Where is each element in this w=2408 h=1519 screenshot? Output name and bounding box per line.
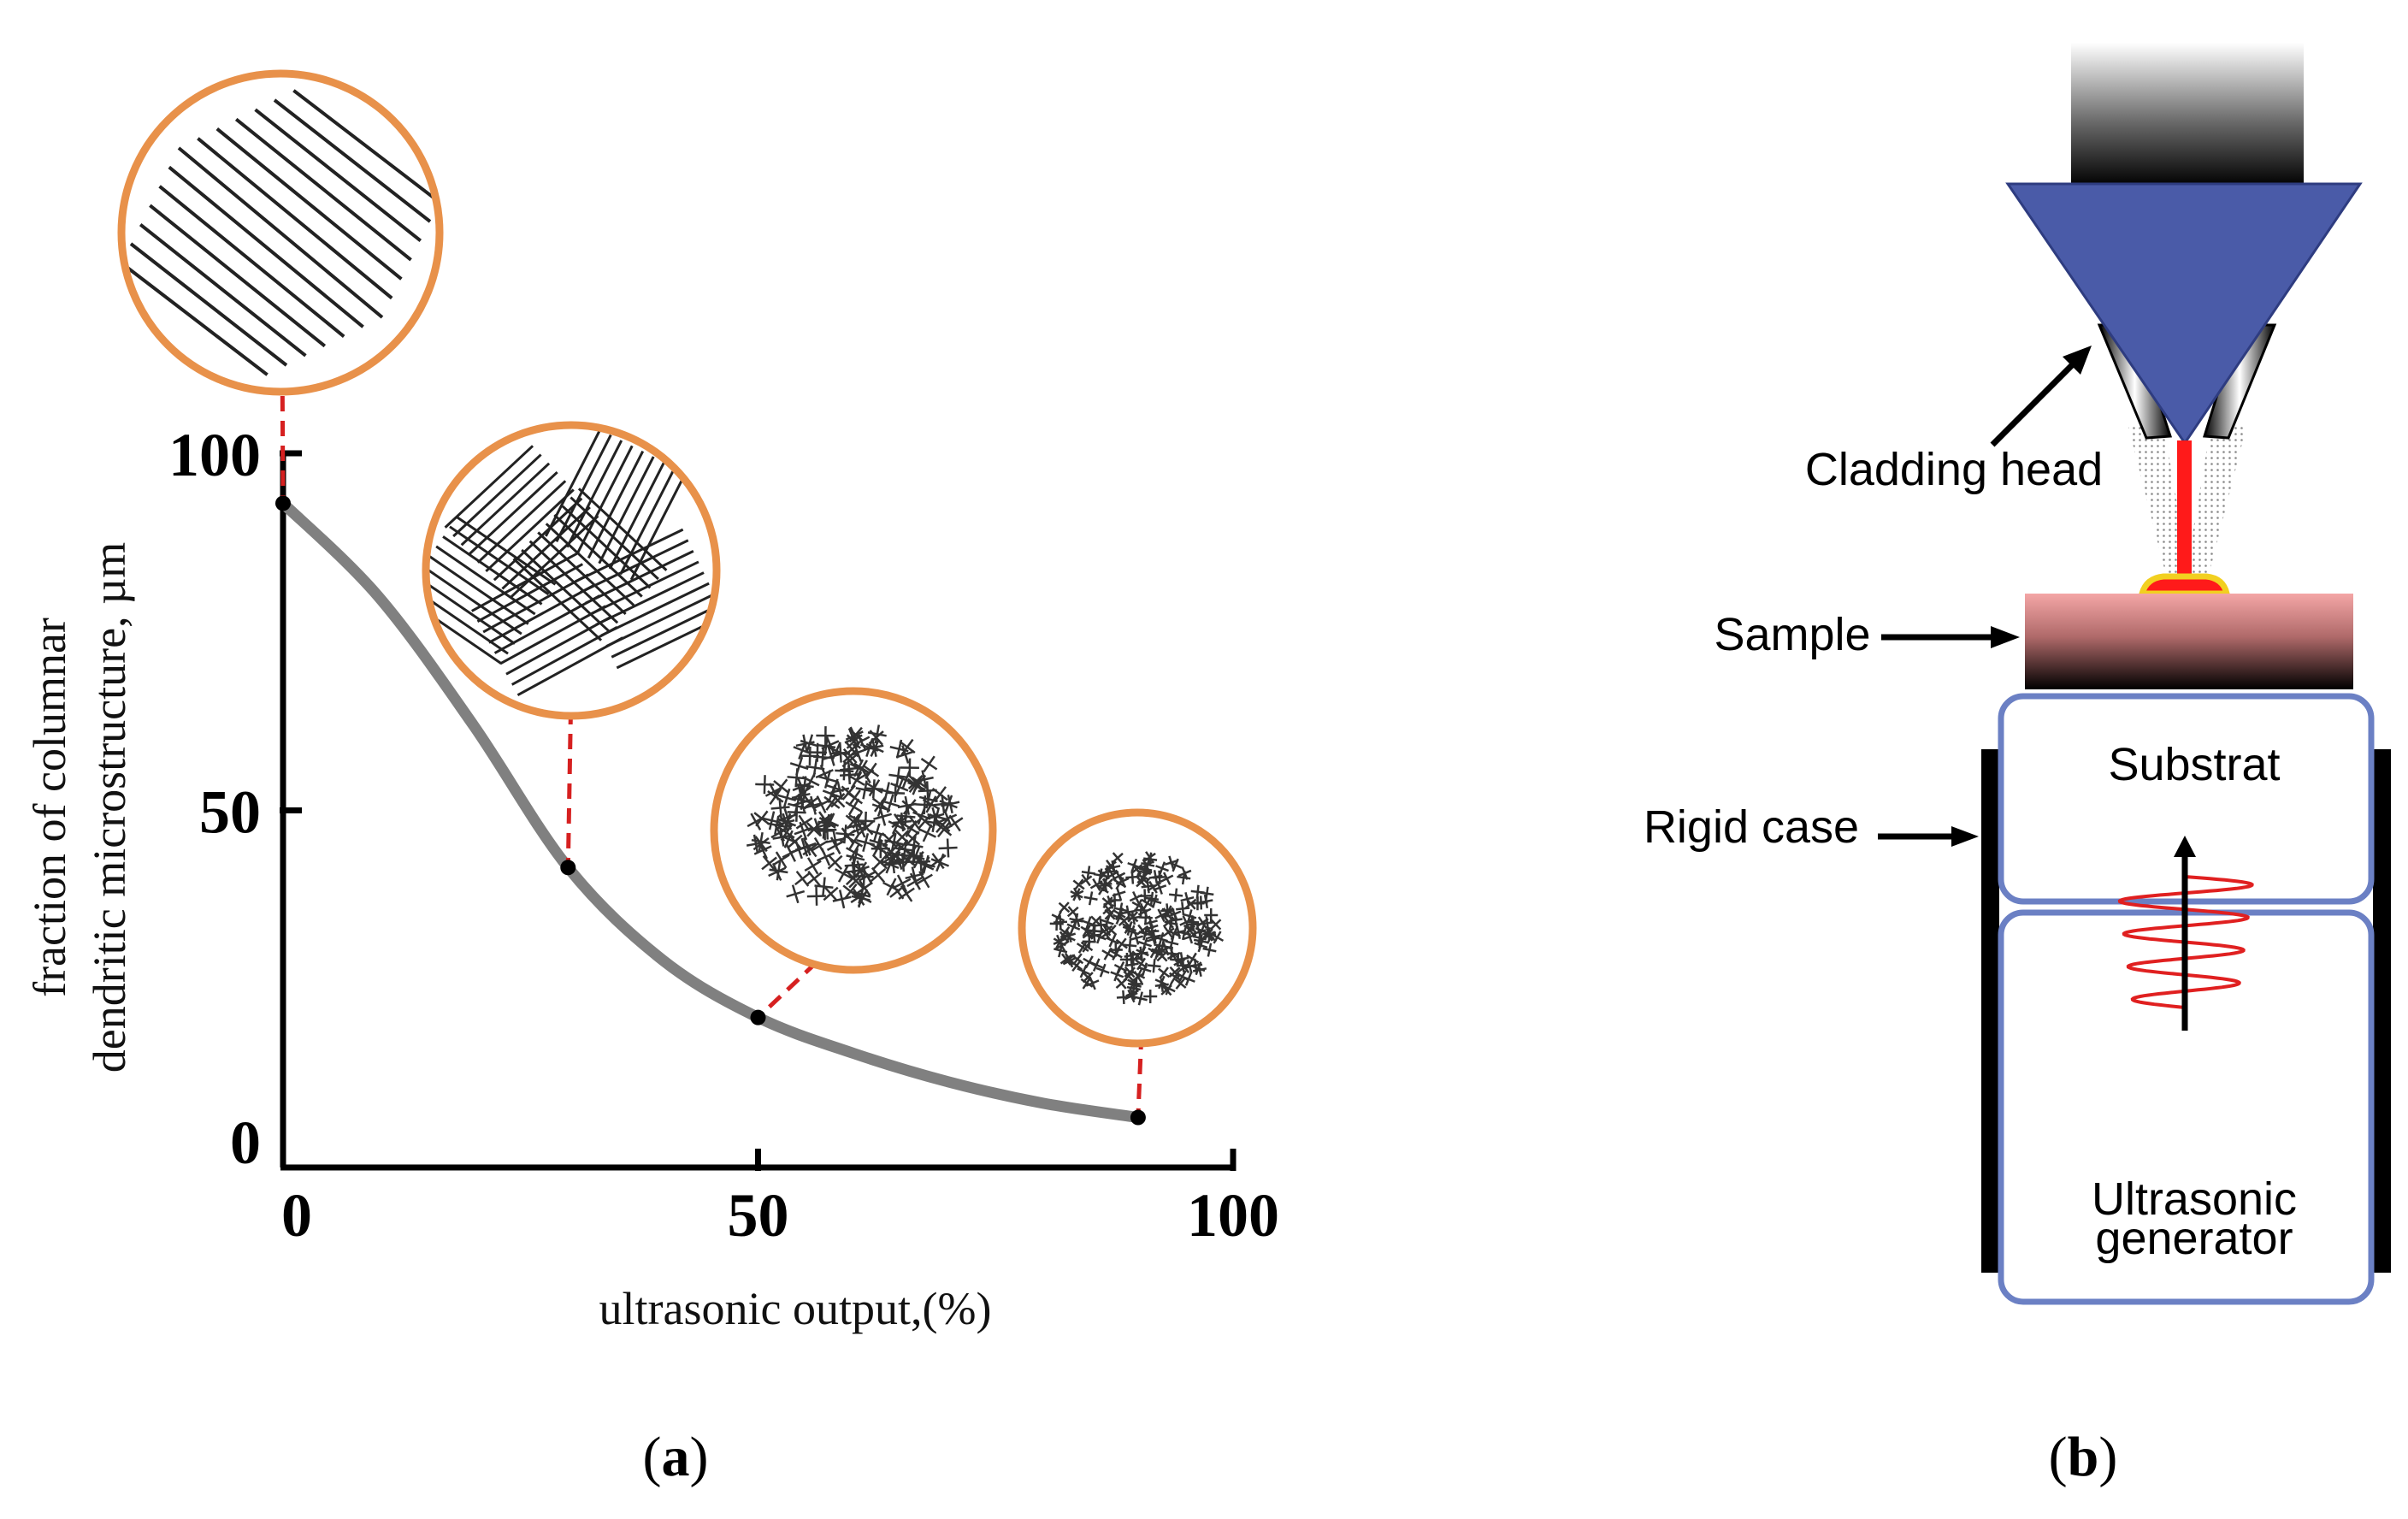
data-point bbox=[1130, 1110, 1146, 1126]
x-tick-label: 50 bbox=[728, 1181, 789, 1250]
y-tick-label: 0 bbox=[230, 1108, 261, 1177]
cladding-head-arrow-shaft bbox=[1992, 361, 2076, 445]
y-tick-label: 50 bbox=[199, 778, 261, 847]
sample-arrow-head bbox=[1991, 626, 2020, 648]
cladding-head bbox=[2008, 184, 2360, 443]
label-rigid-case: Rigid case bbox=[1644, 801, 1859, 853]
data-point bbox=[275, 495, 291, 511]
rigid-case-arrow-head bbox=[1951, 826, 1979, 847]
label-sample: Sample bbox=[1714, 609, 1870, 660]
beam-source bbox=[2071, 43, 2304, 186]
inset-equiaxed bbox=[714, 691, 993, 970]
leader-lines bbox=[282, 346, 1142, 1118]
label-cladding-head: Cladding head bbox=[1805, 444, 2103, 495]
data-point bbox=[751, 1010, 766, 1025]
y-axis-title-line-1: fraction of columnar bbox=[24, 618, 75, 997]
panel-a-chart: 0 50 100 0 50 100 ultrasonic output,(%) fract… bbox=[24, 74, 1279, 1488]
data-point bbox=[560, 860, 575, 875]
y-tick-label: 100 bbox=[168, 421, 261, 489]
laser-beam bbox=[2177, 440, 2192, 593]
panel-b-schematic: Cladding head Sample Substrat Rigid case… bbox=[1644, 43, 2391, 1488]
rigid-case-left bbox=[1981, 749, 1999, 1273]
y-axis-title-line-2: dendritic microstructure, µm bbox=[84, 542, 135, 1073]
rigid-case-right bbox=[2373, 749, 2391, 1273]
x-tick-label: 100 bbox=[1187, 1181, 1279, 1250]
x-tick-label: 0 bbox=[281, 1181, 312, 1250]
panel-label-a: (a) bbox=[643, 1426, 709, 1488]
inset-columnar bbox=[121, 74, 440, 392]
leader-line bbox=[758, 962, 817, 1018]
inset-fine-equiaxed bbox=[1022, 813, 1253, 1043]
label-substrat: Substrat bbox=[2108, 739, 2280, 790]
inset-mixed bbox=[403, 425, 725, 716]
sample-block bbox=[2025, 594, 2353, 689]
panel-label-b: (b) bbox=[2049, 1426, 2118, 1488]
label-ultrasonic-generator-line-2: generator bbox=[2095, 1213, 2293, 1264]
x-axis-title: ultrasonic output,(%) bbox=[599, 1283, 992, 1334]
melt-pool bbox=[2142, 576, 2227, 594]
